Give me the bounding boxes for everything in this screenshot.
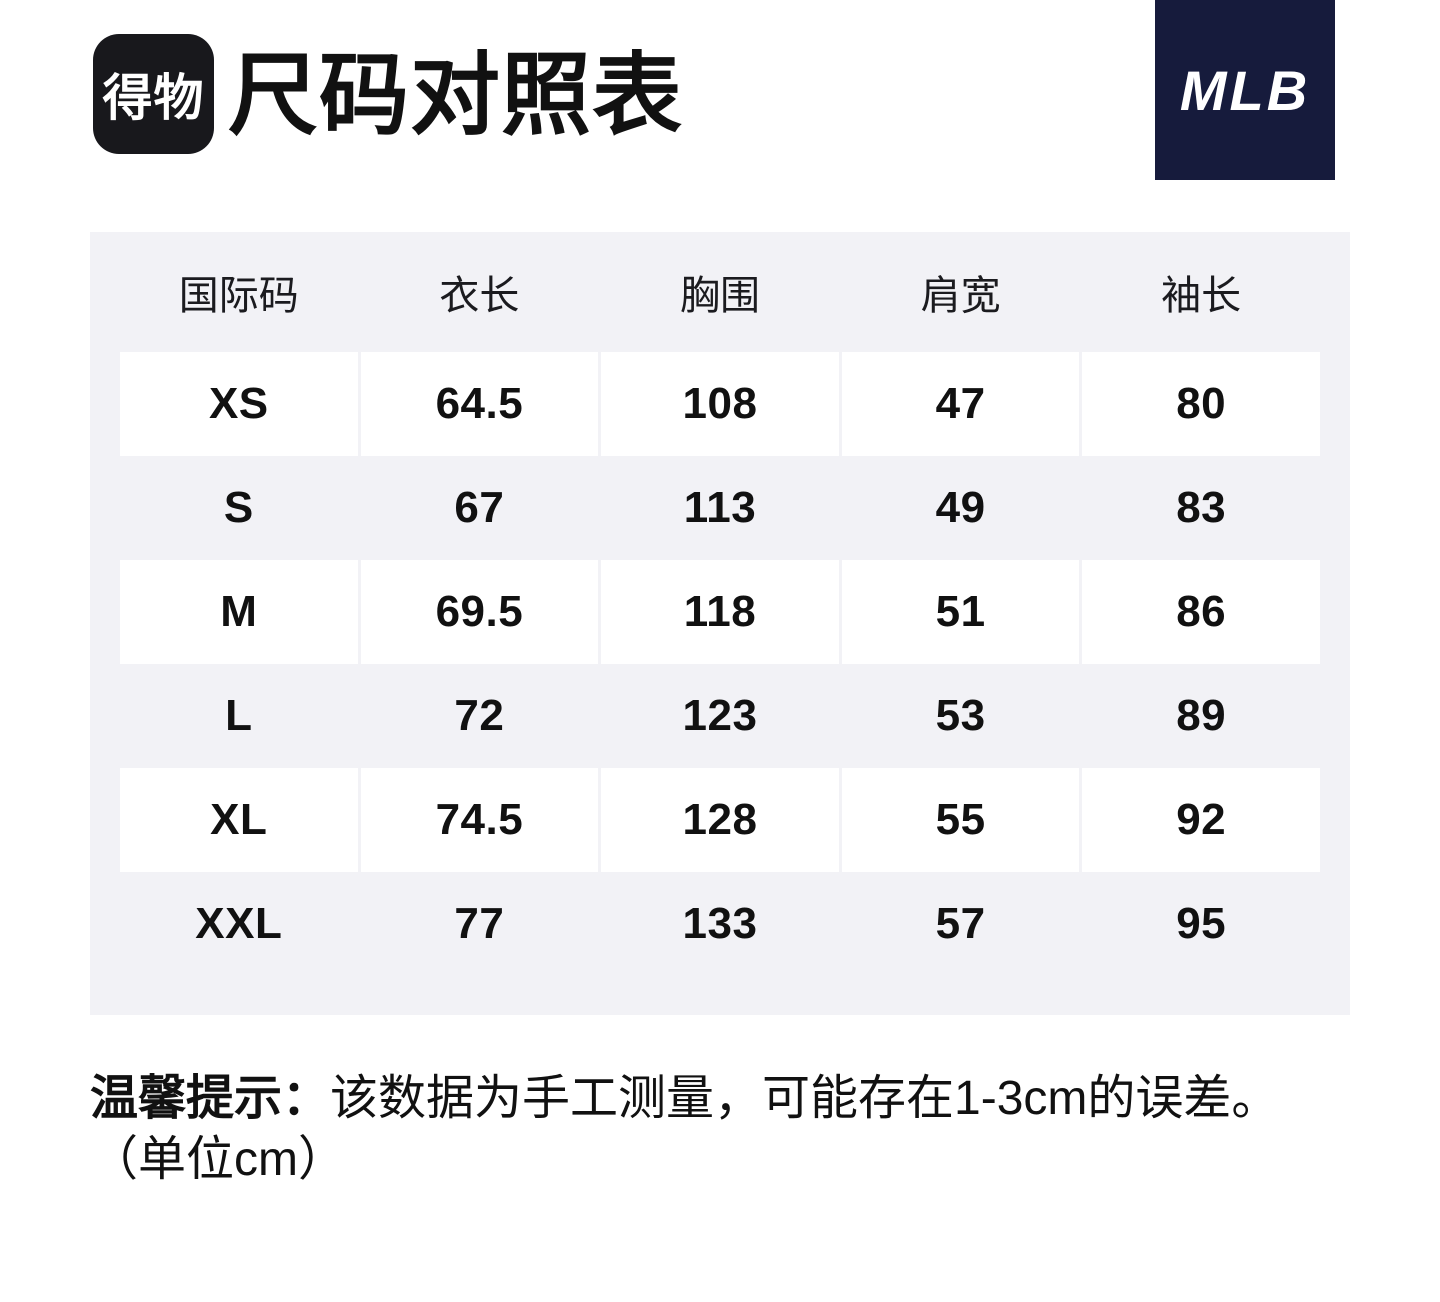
value-cell: 69.5: [360, 560, 599, 664]
value-cell: 53: [935, 691, 986, 740]
value-cell: 83: [1176, 483, 1227, 532]
size-cell: XXL: [195, 899, 283, 948]
tip-text: 该数据为手工测量，可能存在1-3cm的误差。: [330, 1072, 1280, 1125]
value-cell: 55: [841, 768, 1080, 872]
size-table: 国际码 衣长 胸围 肩宽 袖长 XS 64.5 108 47 80 S 67 1…: [90, 232, 1350, 1015]
value-cell: 77: [454, 899, 505, 948]
table-row: XL 74.5 128 55 92: [120, 768, 1320, 872]
table-row: XXL 77 133 57 95: [120, 872, 1320, 976]
column-header-chest: 胸围: [679, 274, 760, 318]
table-row: S 67 113 49 83: [120, 456, 1320, 560]
dewu-app-logo: 得物: [93, 34, 214, 154]
value-cell: 123: [682, 691, 758, 740]
value-cell: 113: [683, 483, 757, 532]
value-cell: 133: [682, 899, 758, 948]
column-header-shoulder: 肩宽: [920, 274, 1001, 318]
value-cell: 80: [1082, 352, 1320, 456]
page-title: 尺码对照表: [228, 46, 683, 146]
disclaimer-line: 温馨提示：该数据为手工测量，可能存在1-3cm的误差。: [90, 1068, 1390, 1129]
mlb-logo-text: MLB: [1179, 58, 1311, 122]
value-cell: 74.5: [360, 768, 599, 872]
tip-label: 温馨提示：: [90, 1072, 331, 1125]
value-cell: 72: [454, 691, 505, 740]
value-cell: 128: [601, 768, 839, 872]
size-cell: XS: [120, 352, 358, 456]
mlb-brand-logo: MLB: [1155, 0, 1335, 180]
size-cell: S: [223, 483, 254, 532]
value-cell: 92: [1082, 768, 1320, 872]
size-cell: M: [120, 560, 358, 664]
column-header-length: 衣长: [439, 274, 520, 318]
value-cell: 118: [601, 560, 839, 664]
column-header-sleeve: 袖长: [1161, 274, 1242, 318]
value-cell: 108: [601, 352, 839, 456]
measurement-disclaimer: 温馨提示：该数据为手工测量，可能存在1-3cm的误差。 （单位cm）: [90, 1068, 1390, 1190]
table-header-row: 国际码 衣长 胸围 肩宽 袖长: [120, 232, 1320, 352]
dewu-logo-text: 得物: [102, 70, 205, 126]
value-cell: 89: [1176, 691, 1227, 740]
value-cell: 95: [1176, 899, 1227, 948]
size-cell: L: [225, 691, 253, 740]
value-cell: 86: [1082, 560, 1320, 664]
table-row: M 69.5 118 51 86: [120, 560, 1320, 664]
value-cell: 47: [841, 352, 1080, 456]
table-row: L 72 123 53 89: [120, 664, 1320, 768]
size-cell: XL: [120, 768, 358, 872]
column-header-size: 国际码: [178, 274, 299, 318]
unit-note: （单位cm）: [90, 1133, 346, 1186]
value-cell: 49: [935, 483, 986, 532]
value-cell: 51: [841, 560, 1080, 664]
value-cell: 57: [935, 899, 986, 948]
table-row: XS 64.5 108 47 80: [120, 352, 1320, 456]
value-cell: 67: [454, 483, 505, 532]
value-cell: 64.5: [360, 352, 599, 456]
